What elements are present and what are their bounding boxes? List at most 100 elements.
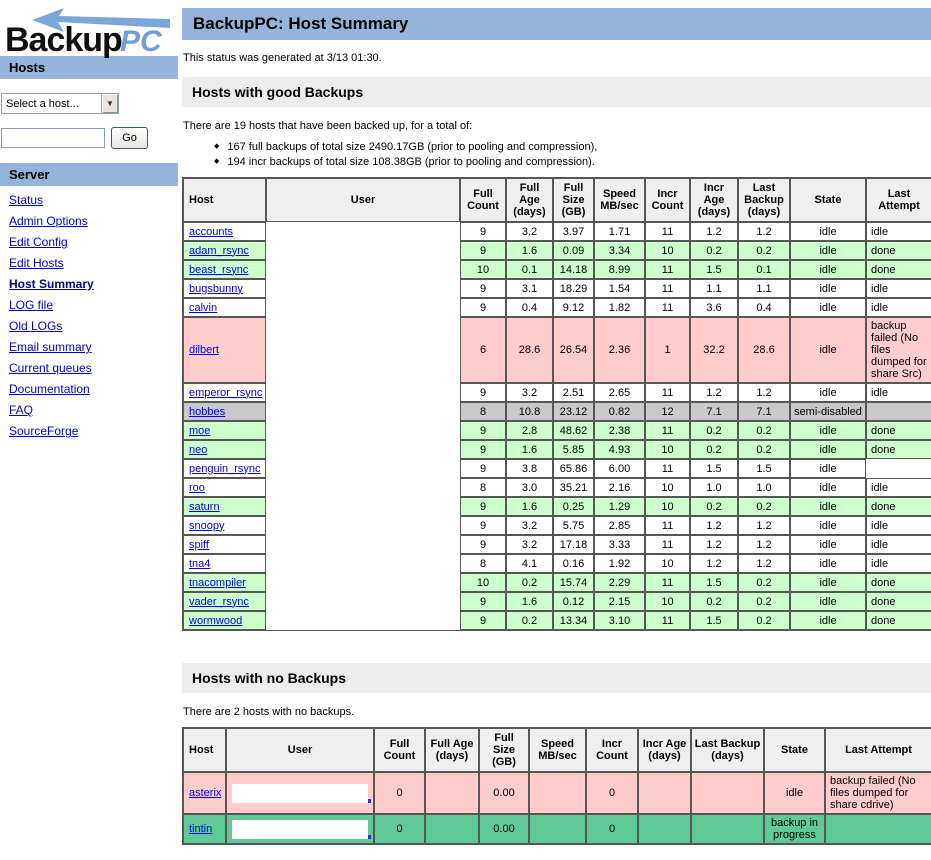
host-link-tintin[interactable]: tintin <box>189 823 213 835</box>
cell-full-age: 3.1 <box>506 279 553 298</box>
host-link-calvin[interactable]: calvin <box>189 301 218 314</box>
go-button[interactable]: Go <box>111 127 148 149</box>
page-title: BackupPC: Host Summary <box>182 8 931 40</box>
host-link-tna4[interactable]: tna4 <box>189 557 211 570</box>
sidebar-link-edit-hosts[interactable]: Edit Hosts <box>9 256 64 270</box>
cell-full-count: 6 <box>460 317 506 383</box>
column-header-full-age-days: Full Age (days) <box>425 728 479 772</box>
user-link-dot <box>368 834 371 839</box>
cell-full-age: 3.0 <box>506 478 553 497</box>
cell-incr-age: 1.2 <box>690 222 738 241</box>
cell-state: idle <box>790 573 866 592</box>
cell-incr-count: 12 <box>645 402 690 421</box>
host-link-moe[interactable]: moe <box>189 424 211 437</box>
cell-incr-count: 11 <box>645 421 690 440</box>
cell-last-backup: 1.2 <box>738 222 790 241</box>
chevron-down-icon[interactable]: ▼ <box>101 94 118 113</box>
sidebar-link-log-file[interactable]: LOG file <box>9 298 54 312</box>
cell-incr-count: 11 <box>645 279 690 298</box>
host-link-asterix[interactable]: asterix <box>189 787 222 799</box>
cell-user <box>266 260 460 279</box>
sidebar-link-email-summary[interactable]: Email summary <box>9 340 92 354</box>
sidebar-link-host-summary[interactable]: Host Summary <box>9 277 94 291</box>
cell-full-age: 3.2 <box>506 222 553 241</box>
host-link-saturn[interactable]: saturn <box>189 500 220 513</box>
cell-incr-count: 10 <box>645 478 690 497</box>
cell-full-count: 8 <box>460 402 506 421</box>
cell-incr-age: 1.5 <box>690 573 738 592</box>
host-search-input[interactable] <box>1 128 105 148</box>
host-link-vader-rsync[interactable]: vader_rsync <box>189 595 249 608</box>
cell-incr-age: 1.2 <box>690 516 738 535</box>
cell-speed: 1.29 <box>594 497 645 516</box>
host-row-vader-rsync: vader_rsync 9 1.6 0.12 2.15 10 0.2 0.2 idle done <box>183 592 931 611</box>
cell-user <box>266 279 460 298</box>
column-header-speed-mb-sec: Speed MB/sec <box>594 178 645 222</box>
host-row-tna4: tna4 8 4.1 0.16 1.92 10 1.2 1.2 idle idle <box>183 554 931 573</box>
sidebar: Backup PC Hosts Select a host... ▼ Go Se… <box>0 0 178 438</box>
cell-last-backup: 1.5 <box>738 459 790 478</box>
sidebar-link-faq[interactable]: FAQ <box>9 403 34 417</box>
cell-last-attempt: backup failed (No files dumped for share… <box>866 317 931 383</box>
column-header-host: Host <box>183 178 266 222</box>
cell-state: idle <box>790 516 866 535</box>
cell-user <box>266 402 460 421</box>
sidebar-link-current-queues[interactable]: Current queues <box>9 361 92 375</box>
column-header-last-backup-days: Last Backup (days) <box>691 728 764 772</box>
cell-full-count: 10 <box>460 260 506 279</box>
host-link-tnacompiler[interactable]: tnacompiler <box>189 576 246 589</box>
cell-last-attempt: idle <box>866 222 931 241</box>
host-link-accounts[interactable]: accounts <box>189 225 234 238</box>
logo-text-pc: PC <box>120 25 163 58</box>
cell-incr-age: 1.5 <box>690 611 738 630</box>
host-link-bugsbunny[interactable]: bugsbunny <box>189 282 243 295</box>
host-link-penguin-rsync[interactable]: penguin_rsync <box>189 462 261 475</box>
cell-last-backup: 1.2 <box>738 516 790 535</box>
cell-incr-age: 0.2 <box>690 592 738 611</box>
cell-speed: 0.82 <box>594 402 645 421</box>
column-header-full-size-gb: Full Size (GB) <box>479 728 529 772</box>
cell-last-attempt: idle <box>866 383 931 402</box>
cell-incr-count: 0 <box>586 814 638 844</box>
host-select-value: Select a host... <box>6 97 79 110</box>
host-select[interactable]: Select a host... ▼ <box>1 93 119 114</box>
host-link-neo[interactable]: neo <box>189 443 208 456</box>
sidebar-link-status[interactable]: Status <box>9 193 44 207</box>
sidebar-link-edit-config[interactable]: Edit Config <box>9 235 68 249</box>
host-link-snoopy[interactable]: snoopy <box>189 519 225 532</box>
host-link-roo[interactable]: roo <box>189 481 205 494</box>
cell-last-attempt: backup failed (No files dumped for share… <box>825 772 931 814</box>
host-link-spiff[interactable]: spiff <box>189 538 209 551</box>
sidebar-link-sourceforge[interactable]: SourceForge <box>9 424 79 438</box>
host-link-wormwood[interactable]: wormwood <box>189 614 243 627</box>
cell-incr-count: 11 <box>645 298 690 317</box>
sidebar-link-documentation[interactable]: Documentation <box>9 382 90 396</box>
host-link-beast-rsync[interactable]: beast_rsync <box>189 263 249 276</box>
host-row-moe: moe 9 2.8 48.62 2.38 11 0.2 0.2 idle done <box>183 421 931 440</box>
sidebar-link-old-logs[interactable]: Old LOGs <box>9 319 63 333</box>
host-link-hobbes[interactable]: hobbes <box>189 405 226 418</box>
host-row-adam-rsync: adam_rsync 9 1.6 0.09 3.34 10 0.2 0.2 idle done <box>183 241 931 260</box>
cell-host: calvin <box>183 298 266 317</box>
cell-full-age: 28.6 <box>506 317 553 383</box>
cell-speed: 4.93 <box>594 440 645 459</box>
cell-last-backup: 0.2 <box>738 241 790 260</box>
host-link-emperor-rsync[interactable]: emperor_rsync <box>189 386 263 399</box>
cell-state: idle <box>790 383 866 402</box>
cell-user <box>266 554 460 573</box>
host-row-spiff: spiff 9 3.2 17.18 3.33 11 1.2 1.2 idle idle <box>183 535 931 554</box>
cell-user <box>226 814 374 844</box>
cell-user <box>266 478 460 497</box>
column-header-incr-count: Incr Count <box>645 178 690 222</box>
cell-incr-count: 11 <box>645 459 690 478</box>
main-content: BackupPC: Host Summary This status was g… <box>182 0 931 845</box>
sidebar-link-admin-options[interactable]: Admin Options <box>9 214 88 228</box>
column-header-last-attempt: Last Attempt <box>866 178 931 222</box>
cell-incr-count: 11 <box>645 260 690 279</box>
cell-speed: 2.85 <box>594 516 645 535</box>
cell-full-age: 0.1 <box>506 260 553 279</box>
host-link-adam-rsync[interactable]: adam_rsync <box>189 244 249 257</box>
host-link-dilbert[interactable]: dilbert <box>189 344 219 356</box>
logo-arrow-icon <box>32 8 170 32</box>
cell-state: backup in progress <box>764 814 825 844</box>
